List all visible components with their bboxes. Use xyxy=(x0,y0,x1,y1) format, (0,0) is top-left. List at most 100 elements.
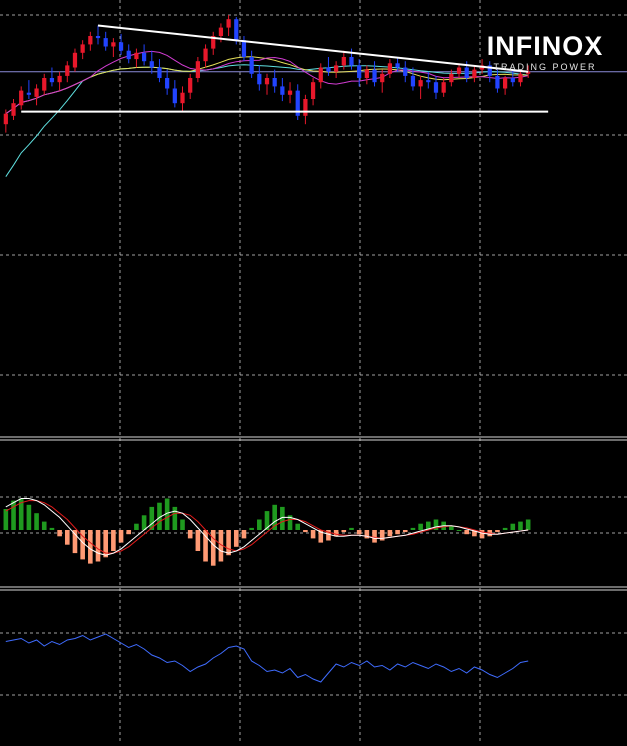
candle-body xyxy=(42,78,47,91)
oscillator-bar xyxy=(456,530,462,531)
candle-body xyxy=(111,42,116,47)
oscillator-bar xyxy=(318,530,324,543)
candle-body xyxy=(272,78,277,87)
oscillator-bar xyxy=(249,527,254,530)
candle-body xyxy=(3,113,8,125)
candle-body xyxy=(456,67,462,74)
oscillator-bar xyxy=(426,521,431,530)
candle-body xyxy=(464,67,469,78)
oscillator-pane xyxy=(3,498,531,566)
oscillator-bar xyxy=(180,519,185,530)
oscillator-bar xyxy=(164,498,170,530)
candle-body xyxy=(295,90,300,116)
moving-average-fast xyxy=(5,50,529,115)
candle-body xyxy=(472,69,477,78)
oscillator-signal-secondary xyxy=(5,500,529,554)
candle-body xyxy=(203,48,208,62)
candle-body xyxy=(249,57,254,74)
moving-average-mid xyxy=(5,56,529,115)
oscillator-bar xyxy=(272,504,277,530)
candle-body xyxy=(57,75,62,83)
candle-body xyxy=(172,88,177,104)
oscillator-bar xyxy=(518,521,523,530)
candle-body xyxy=(287,90,293,95)
candle-body xyxy=(72,52,78,68)
candle-body xyxy=(218,27,224,36)
oscillator-bar xyxy=(18,498,24,530)
oscillator-bar xyxy=(226,530,231,556)
oscillator-bar xyxy=(418,523,423,530)
candle-body xyxy=(157,67,162,78)
oscillator-bar xyxy=(464,530,470,535)
oscillator-bar xyxy=(372,530,377,543)
oscillator-bar xyxy=(410,527,416,530)
candle-body xyxy=(264,78,270,85)
oscillator-bar xyxy=(295,523,301,530)
candle-body xyxy=(426,80,431,83)
oscillator-bar xyxy=(26,504,32,530)
candle-body xyxy=(241,40,247,57)
oscillator-bar xyxy=(11,500,16,530)
oscillator-bar xyxy=(88,530,93,564)
oscillator-bar xyxy=(49,527,55,530)
candle-body xyxy=(226,19,231,28)
oscillator-bar xyxy=(141,515,147,530)
candle-body xyxy=(349,57,354,66)
oscillator-bar xyxy=(72,530,78,554)
candle-body xyxy=(518,73,523,83)
candle-body xyxy=(326,67,331,72)
oscillator-bar xyxy=(118,530,124,543)
oscillator-bar xyxy=(149,506,155,530)
oscillator-bar xyxy=(218,530,224,562)
candle-body xyxy=(410,75,416,87)
candle-body xyxy=(341,57,346,66)
candle-body xyxy=(49,78,55,83)
oscillator-bar xyxy=(264,511,270,530)
descending-trendline xyxy=(97,24,529,73)
candle-body xyxy=(510,78,515,83)
candle-body xyxy=(19,90,24,106)
candle-body xyxy=(234,19,239,41)
oscillator-bar xyxy=(111,530,116,551)
oscillator-signal-main xyxy=(5,498,529,556)
oscillator-bar xyxy=(472,530,477,537)
oscillator-bar xyxy=(241,530,247,539)
oscillator-bar xyxy=(257,519,262,530)
pane-separators xyxy=(0,436,627,591)
candle-body xyxy=(141,52,147,62)
oscillator-bar xyxy=(157,502,162,530)
oscillator-bar xyxy=(379,530,385,541)
oscillator-bar xyxy=(479,530,485,539)
oscillator-bar xyxy=(502,527,508,530)
oscillator-bar xyxy=(95,530,101,562)
oscillator-bar xyxy=(210,530,216,566)
candle-body xyxy=(310,82,316,99)
candle-body xyxy=(65,65,70,76)
candle-body xyxy=(403,67,408,76)
oscillator-bar xyxy=(126,530,132,535)
candle-body xyxy=(418,80,423,87)
oscillator-bar xyxy=(80,530,85,560)
oscillator-bar xyxy=(3,509,9,530)
candle-body xyxy=(165,78,170,89)
oscillator-bar xyxy=(280,506,285,530)
candle-body xyxy=(103,38,108,47)
candle-body xyxy=(495,75,500,89)
candle-body xyxy=(449,73,454,83)
candle-body xyxy=(26,92,31,95)
candle-body xyxy=(303,99,308,116)
candle-body xyxy=(126,50,131,60)
candle-body xyxy=(526,71,531,74)
candle-body xyxy=(95,36,101,39)
oscillator-bar xyxy=(172,506,178,530)
candle-body xyxy=(195,61,200,78)
oscillator-bar xyxy=(203,530,208,562)
oscillator-bar xyxy=(310,530,316,539)
oscillator-bar xyxy=(195,530,201,551)
oscillator-bar xyxy=(64,530,70,545)
oscillator-bar xyxy=(356,530,362,535)
oscillator-bar xyxy=(333,530,339,537)
oscillator-bar xyxy=(303,530,308,533)
